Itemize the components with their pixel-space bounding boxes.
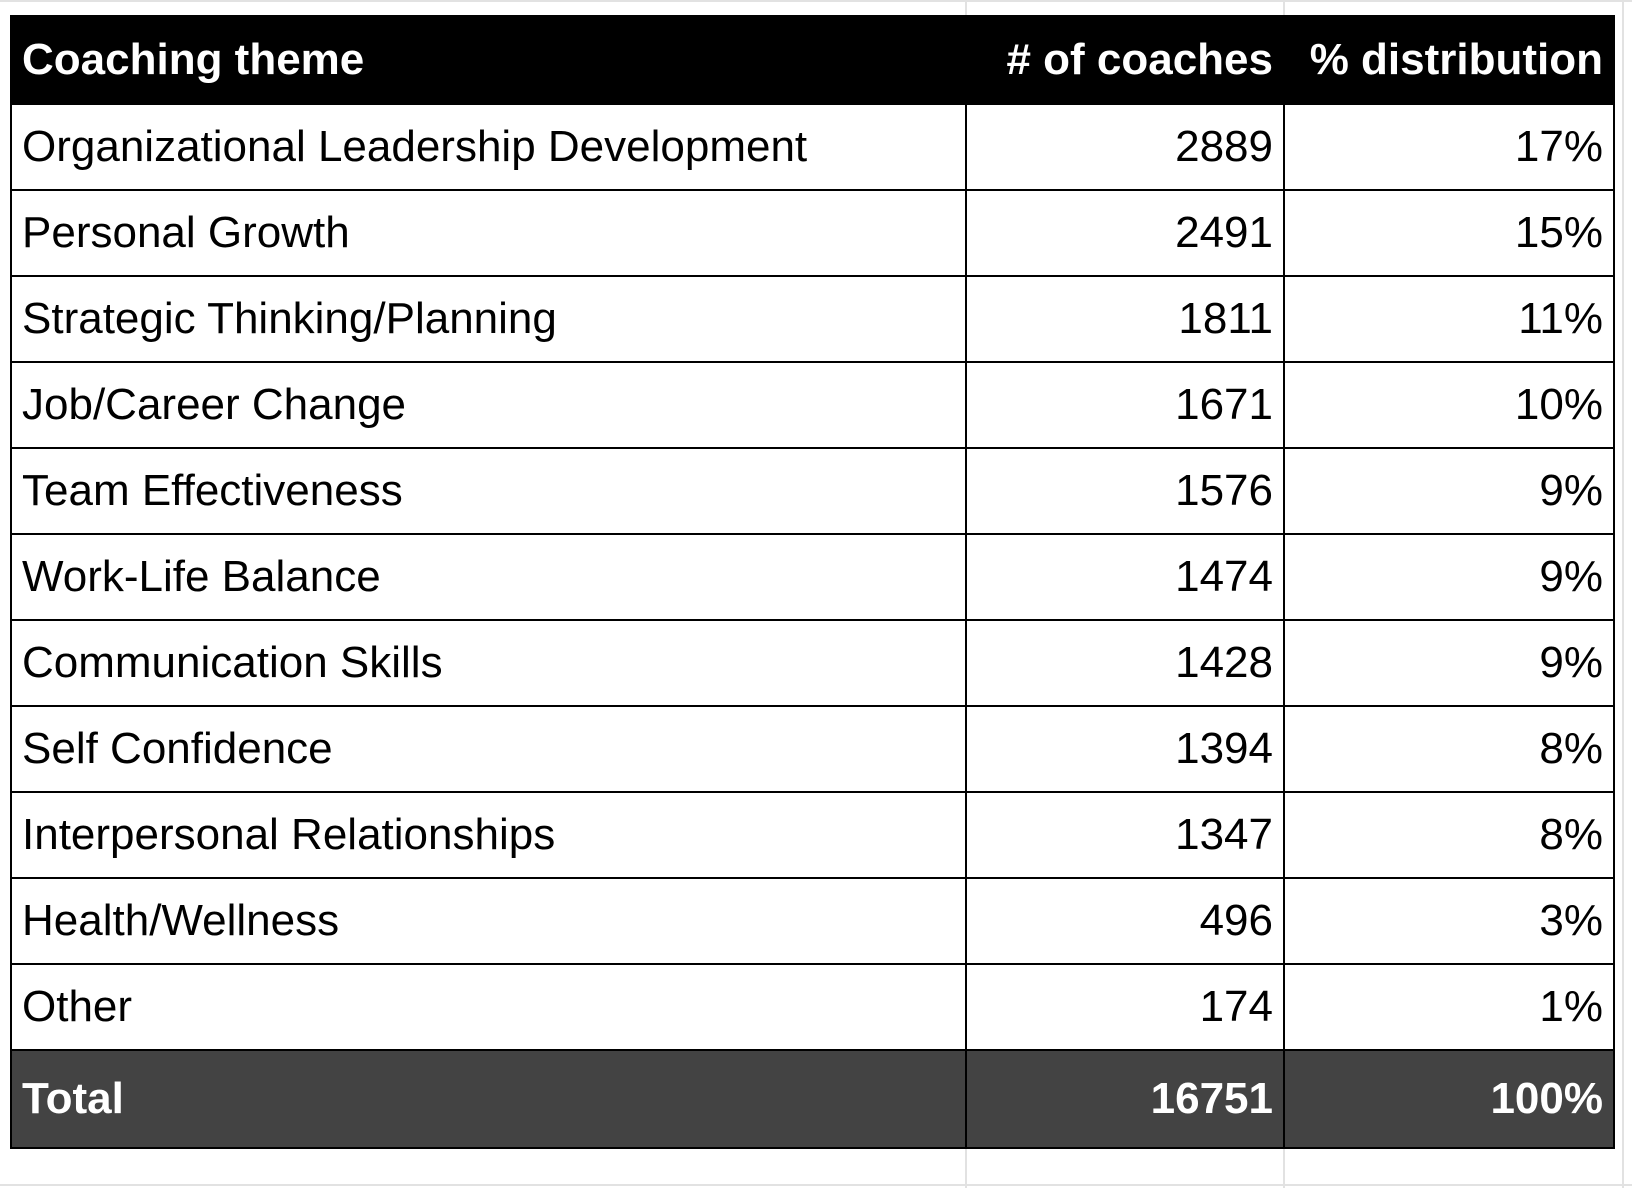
body-row: Personal Growth 2491 15% [10,189,1615,277]
label-cell: Work-Life Balance [10,533,967,621]
body-row: Job/Career Change 1671 10% [10,361,1615,449]
value-cell: 8% [1283,791,1615,879]
value-cell: 9% [1283,533,1615,621]
value-cell: 1% [1283,963,1615,1051]
label-cell: Total [10,1049,967,1149]
value-cell: 15% [1283,189,1615,277]
head-row: Coaching theme # of coaches% distribution [10,15,1615,105]
value-cell: 1576 [965,447,1285,535]
body-row: Other 174 1% [10,963,1615,1051]
value-cell: 17% [1283,103,1615,191]
sheet-grid-line [0,0,1632,2]
value-cell: 8% [1283,705,1615,793]
value-cell: 496 [965,877,1285,965]
value-cell: 10% [1283,361,1615,449]
data-table: Coaching theme # of coaches% distribution… [10,15,1615,1149]
value-cell: 2491 [965,189,1285,277]
value-cell: 9% [1283,619,1615,707]
value-cell: 1428 [965,619,1285,707]
label-cell: Team Effectiveness [10,447,967,535]
value-cell: 1671 [965,361,1285,449]
value-cell: 1811 [965,275,1285,363]
label-cell: Personal Growth [10,189,967,277]
value-cell: 1394 [965,705,1285,793]
value-cell: 16751 [965,1049,1285,1149]
body-row: Organizational Leadership Development 288… [10,103,1615,191]
value-cell: # of coaches [965,15,1285,105]
label-cell: Coaching theme [10,15,967,105]
body-row: Interpersonal Relationships 1347 8% [10,791,1615,879]
body-row: Strategic Thinking/Planning 1811 11% [10,275,1615,363]
value-cell: 100% [1283,1049,1615,1149]
body-row: Work-Life Balance 1474 9% [10,533,1615,621]
value-cell: 3% [1283,877,1615,965]
label-cell: Self Confidence [10,705,967,793]
body-row: Health/Wellness 496 3% [10,877,1615,965]
value-cell: 9% [1283,447,1615,535]
value-cell: 1474 [965,533,1285,621]
value-cell: 174 [965,963,1285,1051]
value-cell: 11% [1283,275,1615,363]
label-cell: Organizational Leadership Development [10,103,967,191]
label-cell: Other [10,963,967,1051]
body-row: Self Confidence 1394 8% [10,705,1615,793]
label-cell: Communication Skills [10,619,967,707]
label-cell: Interpersonal Relationships [10,791,967,879]
total-row: Total 16751 100% [10,1049,1615,1149]
sheet-grid-line [0,1184,1632,1186]
label-cell: Health/Wellness [10,877,967,965]
value-cell: 1347 [965,791,1285,879]
label-cell: Job/Career Change [10,361,967,449]
value-cell: 2889 [965,103,1285,191]
sheet-grid-line [1622,0,1624,1188]
body-row: Team Effectiveness 1576 9% [10,447,1615,535]
body-row: Communication Skills 1428 9% [10,619,1615,707]
label-cell: Strategic Thinking/Planning [10,275,967,363]
value-cell: % distribution [1283,15,1615,105]
